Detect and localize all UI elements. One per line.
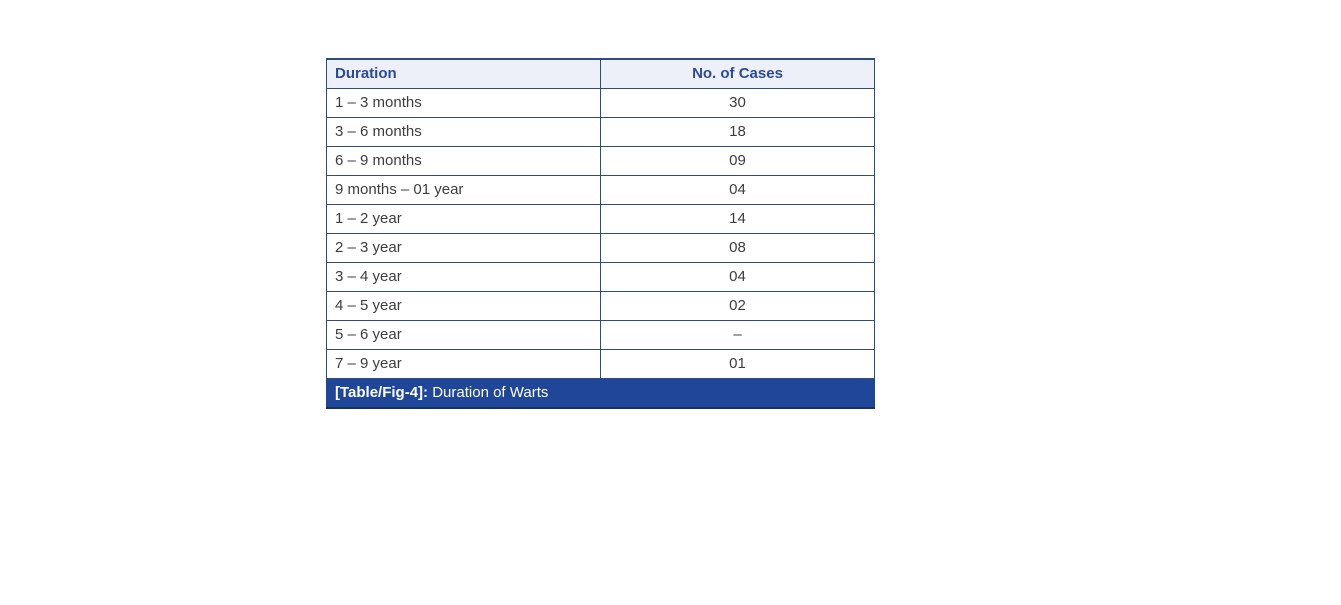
table-row: 2 – 3 year 08 [326,233,875,263]
caption-label: [Table/Fig-4]: [335,383,429,401]
table-body: 1 – 3 months 30 3 – 6 months 18 6 – 9 mo… [326,88,875,379]
table-row: 1 – 2 year 14 [326,204,875,234]
header-duration: Duration [326,58,601,89]
cases-cell: 30 [600,88,875,118]
cases-cell: – [600,320,875,350]
cases-cell: 01 [600,349,875,379]
table-row: 3 – 6 months 18 [326,117,875,147]
caption-text: Duration of Warts [428,383,549,401]
cases-cell: 18 [600,117,875,147]
table-caption: [Table/Fig-4]: Duration of Warts [326,378,875,409]
duration-cell: 9 months – 01 year [326,175,601,205]
table-row: 1 – 3 months 30 [326,88,875,118]
table-row: 9 months – 01 year 04 [326,175,875,205]
duration-cell: 7 – 9 year [326,349,601,379]
duration-cell: 4 – 5 year [326,291,601,321]
duration-cell: 5 – 6 year [326,320,601,350]
duration-cell: 3 – 4 year [326,262,601,292]
table-row: 4 – 5 year 02 [326,291,875,321]
table-footer: [Table/Fig-4]: Duration of Warts [326,378,875,409]
table-row: 5 – 6 year – [326,320,875,350]
caption-row: [Table/Fig-4]: Duration of Warts [326,378,875,409]
header-cases: No. of Cases [600,58,875,89]
cases-cell: 14 [600,204,875,234]
duration-of-warts-table: Duration No. of Cases 1 – 3 months 30 3 … [326,58,875,409]
duration-cell: 3 – 6 months [326,117,601,147]
header-row: Duration No. of Cases [326,58,875,89]
cases-cell: 09 [600,146,875,176]
cases-cell: 04 [600,175,875,205]
table-row: 7 – 9 year 01 [326,349,875,379]
duration-cell: 1 – 2 year [326,204,601,234]
table-row: 6 – 9 months 09 [326,146,875,176]
cases-cell: 04 [600,262,875,292]
duration-cell: 2 – 3 year [326,233,601,263]
cases-cell: 02 [600,291,875,321]
table-row: 3 – 4 year 04 [326,262,875,292]
cases-cell: 08 [600,233,875,263]
table-header: Duration No. of Cases [326,58,875,89]
duration-cell: 1 – 3 months [326,88,601,118]
duration-cell: 6 – 9 months [326,146,601,176]
